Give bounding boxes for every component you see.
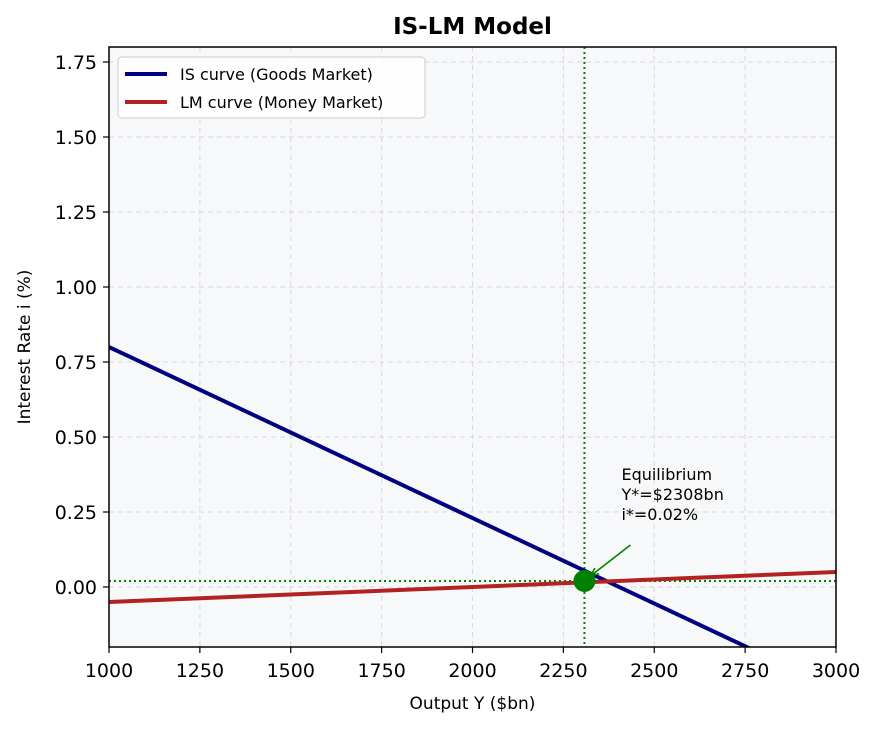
x-tick-label: 2750 (721, 660, 769, 682)
y-tick-label: 0.75 (55, 352, 97, 374)
x-tick-label: 2000 (448, 660, 496, 682)
x-tick-label: 1750 (357, 660, 405, 682)
y-tick-label: 1.00 (55, 277, 97, 299)
x-tick-label: 1000 (85, 660, 133, 682)
equilibrium-reference-lines (109, 47, 836, 647)
y-tick-label: 1.50 (55, 127, 97, 149)
x-tick-label: 2500 (630, 660, 678, 682)
axis-ticks: 1000 1250 1500 1750 2000 2250 2500 2750 3000 0.00… (55, 52, 860, 682)
annotation-arrow-head (588, 567, 600, 578)
equilibrium-annotation-line: i*=0.02% (621, 505, 698, 524)
legend-box (117, 56, 426, 119)
y-axis-label: Interest Rate i (%) (15, 270, 35, 425)
equilibrium-annotation-line: Y*=$2308bn (620, 485, 723, 504)
is-curve-line (109, 345, 752, 647)
legend-label-lm: LM curve (Money Market) (180, 93, 383, 112)
equilibrium-annotation-line: Equilibrium (621, 465, 712, 484)
x-tick-label: 2250 (539, 660, 587, 682)
y-tick-label: 0.25 (55, 502, 97, 524)
lm-curve-line (109, 570, 836, 604)
series-lines (109, 345, 836, 647)
y-tick-label: 1.75 (55, 52, 97, 74)
x-tick-label: 1500 (267, 660, 315, 682)
y-tick-label: 0.00 (55, 577, 97, 599)
y-tick-label: 1.25 (55, 202, 97, 224)
legend-label-is: IS curve (Goods Market) (180, 65, 373, 84)
x-tick-label: 3000 (812, 660, 860, 682)
x-axis-label: Output Y ($bn) (410, 694, 536, 714)
x-tick-label: 1250 (176, 660, 224, 682)
y-tick-label: 0.50 (55, 427, 97, 449)
legend: IS curve (Goods Market) LM curve (Money M… (117, 56, 426, 119)
chart-title: IS-LM Model (393, 14, 552, 40)
annotation-arrow (589, 544, 631, 577)
